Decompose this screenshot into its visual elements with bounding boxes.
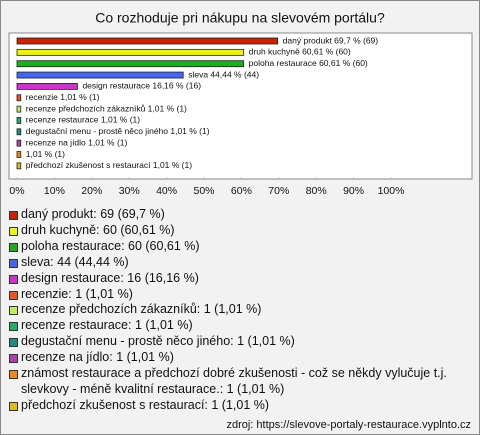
source: zdroj: https://slevove-portaly-restaurac…	[226, 419, 471, 431]
legend-label: sleva: 44 (44,44 %)	[21, 254, 129, 269]
bar	[16, 48, 245, 56]
legend-label: druh kuchyně: 60 (60,61 %)	[21, 222, 175, 237]
legend-item: recenze na jídlo: 1 (1,01 %)	[9, 350, 471, 366]
data-label: design restaurace 16,16 % (16)	[82, 81, 201, 91]
legend-label: poloha restaurace: 60 (60,61 %)	[21, 238, 200, 253]
data-label: recenze na jídlo 1,01 % (1)	[26, 137, 128, 147]
bar	[16, 139, 22, 147]
legend-item: recenze předchozích zákazníků: 1 (1,01 %…	[9, 302, 471, 318]
x-tick-label: 80%	[306, 185, 327, 197]
legend-swatch	[9, 290, 18, 300]
x-tick-label: 30%	[119, 185, 140, 197]
bar	[16, 105, 22, 113]
legend-item: recenzie: 1 (1,01 %)	[9, 287, 471, 303]
data-label: recenzie 1,01 % (1)	[26, 92, 100, 102]
legend-item: známost restaurace a předchozí dobré zku…	[9, 366, 471, 398]
legend-swatch	[9, 338, 18, 348]
legend-swatch	[9, 401, 18, 411]
legend-label: design restaurace: 16 (16,16 %)	[21, 270, 199, 285]
bar	[16, 117, 22, 124]
bar	[16, 71, 184, 79]
legend-item: poloha restaurace: 60 (60,61 %)	[9, 239, 471, 255]
x-tick-label: 70%	[268, 185, 289, 197]
legend-item: design restaurace: 16 (16,16 %)	[9, 271, 471, 287]
data-label: daný produkt 69,7 % (69)	[283, 35, 379, 45]
legend-label: recenze restaurace: 1 (1,01 %)	[21, 318, 193, 333]
legend-item: druh kuchyně: 60 (60,61 %)	[9, 223, 471, 239]
x-tick-label: 60%	[231, 185, 252, 197]
data-label: druh kuchyně 60,61 % (60)	[249, 47, 351, 57]
legend-item: předchozí zkušenost s restaurací: 1 (1,0…	[9, 398, 471, 414]
legend-label: degustační menu - prostě něco jiného: 1 …	[21, 334, 295, 349]
plot-area	[8, 32, 473, 180]
legend-swatch	[9, 274, 18, 284]
legend-label: daný produkt: 69 (69,7 %)	[21, 207, 165, 221]
bar	[16, 151, 22, 158]
data-label: předchozí zkušenost s restaurací 1,01 % …	[26, 160, 192, 170]
legend-item: sleva: 44 (44,44 %)	[9, 255, 471, 271]
data-label: degustační menu - prostě něco jiného 1,0…	[26, 126, 210, 136]
bar	[16, 83, 78, 90]
x-tick-label: 90%	[343, 185, 364, 197]
legend-item: degustační menu - prostě něco jiného: 1 …	[9, 334, 471, 350]
legend-label: známost restaurace a předchozí dobré zku…	[21, 366, 447, 396]
legend-label: recenze na jídlo: 1 (1,01 %)	[21, 350, 174, 365]
bar	[16, 37, 279, 45]
bar	[16, 60, 245, 68]
legend-swatch	[9, 322, 18, 332]
x-tick-label: 20%	[81, 185, 102, 197]
x-tick-label: 10%	[44, 185, 65, 197]
legend-label: předchozí zkušenost s restaurací: 1 (1,0…	[21, 397, 270, 412]
bar	[16, 94, 22, 102]
data-label: recenze restaurace 1,01 % (1)	[26, 115, 141, 125]
legend-swatch	[9, 226, 18, 236]
x-tick-label: 0%	[9, 185, 24, 197]
legend-label: recenzie: 1 (1,01 %)	[21, 286, 133, 301]
bar	[16, 162, 22, 170]
legend-swatch	[9, 242, 18, 252]
legend-swatch	[9, 370, 18, 380]
data-label: recenze předchozích zákazníků 1,01 % (1)	[26, 103, 187, 113]
chart-title: Co rozhoduje pri nákupu na slevovém port…	[95, 10, 385, 26]
x-tick-label: 100%	[378, 185, 405, 197]
legend-item: recenze restaurace: 1 (1,01 %)	[9, 318, 471, 334]
legend-swatch	[9, 306, 18, 316]
legend-swatch	[9, 354, 18, 364]
data-label: sleva 44,44 % (44)	[188, 69, 259, 79]
legend-label: recenze předchozích zákazníků: 1 (1,01 %…	[21, 302, 262, 317]
data-label: 1,01 % (1)	[26, 149, 65, 159]
x-tick-label: 40%	[156, 185, 177, 197]
bar	[16, 128, 22, 136]
legend: daný produkt: 69 (69,7 %) druh kuchyně: 6…	[9, 207, 471, 414]
x-tick-label: 50%	[193, 185, 214, 197]
legend-swatch	[9, 258, 18, 268]
legend-swatch	[9, 211, 18, 220]
legend-item: daný produkt: 69 (69,7 %)	[9, 207, 471, 223]
data-label: poloha restaurace 60,61 % (60)	[249, 58, 368, 68]
